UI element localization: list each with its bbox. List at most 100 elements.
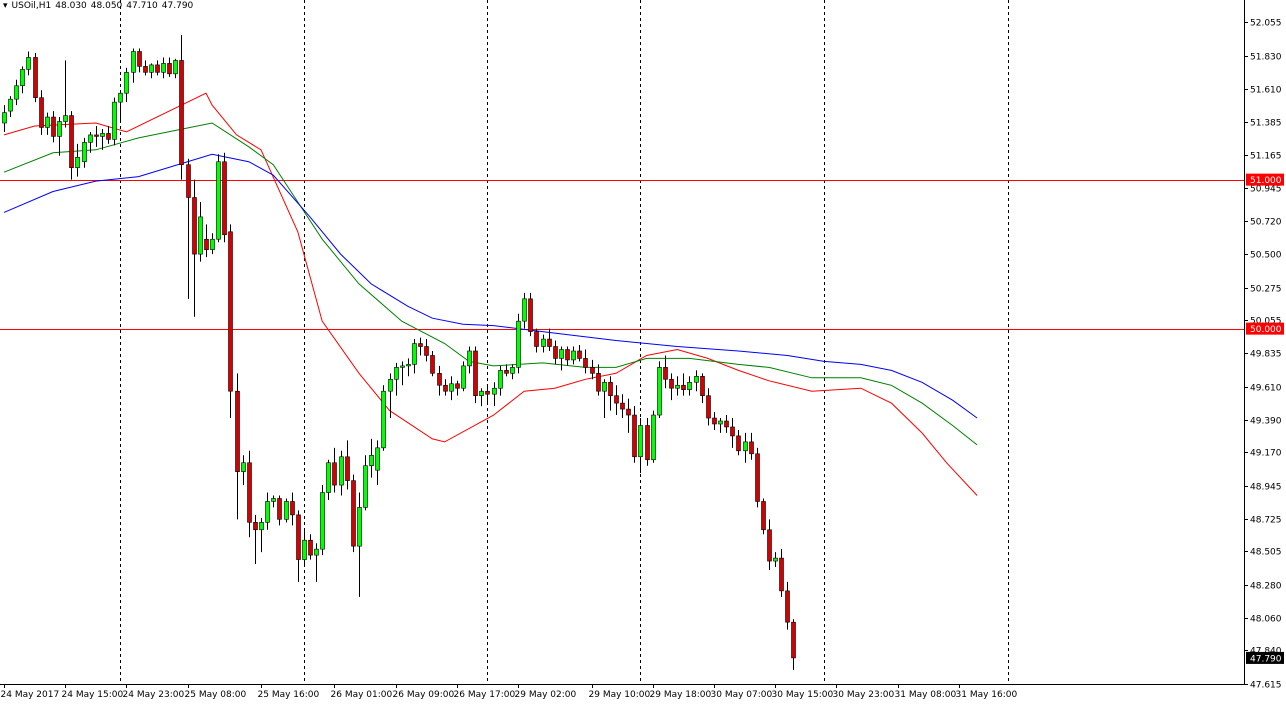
x-tick-label: 30 May 15:00 [772,690,834,700]
bear-candle [626,408,631,416]
bull-candle [541,338,546,347]
x-tick-label: 26 May 01:00 [331,690,393,700]
bull-candle [743,441,748,452]
low-value: 47.710 [126,1,158,11]
bear-candle [577,350,582,359]
y-tick-label: 48.725 [1250,516,1282,526]
bull-candle [687,381,692,391]
y-tick-label: 50.945 [1250,185,1282,195]
x-tick-label: 25 May 08:00 [185,690,247,700]
bull-candle [131,51,136,73]
bull-candle [449,383,454,392]
bear-candle [351,480,356,547]
bear-candle [553,346,558,359]
moving-average-line [3,153,978,419]
chart-header: ▾ USOil,H1 48.030 48.050 47.710 47.790 [3,1,197,11]
bull-candle [638,425,643,458]
y-tick-label: 49.835 [1250,350,1282,360]
bull-candle [510,367,515,374]
bull-candle [161,63,166,73]
bull-candle [198,216,203,255]
bull-candle [210,238,215,250]
bull-candle [369,454,374,467]
x-tick-label: 29 May 02:00 [515,690,577,700]
bull-candle [284,501,289,520]
bear-candle [761,501,766,531]
bear-candle [345,456,350,481]
bull-candle [375,447,380,471]
candles [2,35,796,670]
bear-candle [779,557,784,592]
bull-candle [657,367,662,416]
bull-candle [57,121,62,137]
bull-candle [241,462,246,472]
bull-candle [216,161,221,240]
x-tick-label: 30 May 07:00 [711,690,773,700]
bear-candle [669,378,674,389]
y-tick-label: 50.720 [1250,218,1282,228]
x-tick-label: 24 May 2017 [1,690,60,700]
bull-candle [271,498,276,502]
bull-candle [26,57,31,70]
x-tick-label: 24 May 15:00 [62,690,124,700]
bear-candle [424,346,429,356]
bear-candle [712,417,717,425]
y-tick-label: 51.830 [1250,53,1282,63]
bear-candle [106,133,111,140]
bear-candle [39,97,44,128]
bull-candle [63,115,68,122]
y-tick-label: 51.385 [1250,119,1282,129]
bear-candle [228,231,233,392]
bear-candle [767,529,772,562]
bear-candle [724,420,729,428]
bull-candle [406,364,411,367]
current-price-tag-label: 47.790 [1250,654,1282,664]
bull-candle [357,507,362,547]
bull-candle [2,112,7,124]
bear-candle [94,134,99,137]
current-price-tag [1246,651,1284,664]
bear-candle [253,522,258,531]
bear-candle [143,66,148,73]
bear-candle [443,384,448,392]
bear-candle [430,355,435,374]
level-price-tag-label: 50.000 [1250,325,1282,335]
bull-candle [467,350,472,367]
bear-candle [247,462,252,523]
bear-candle [332,462,337,486]
bull-candle [694,376,699,383]
x-tick-label: 30 May 23:00 [833,690,895,700]
moving-average-line [3,122,978,446]
collapse-arrow-icon[interactable]: ▾ [3,1,8,11]
bull-candle [498,370,503,389]
bull-candle [602,381,607,392]
bear-candle [590,367,595,374]
bull-candle [173,60,178,75]
x-axis-ticks: 24 May 2017 24 May 15:00 24 May 23:00 25 Ma… [1,684,1017,700]
bear-candle [290,501,295,516]
y-tick-label: 49.390 [1250,417,1282,427]
bull-candle [461,365,466,389]
y-tick-label: 50.500 [1250,251,1282,261]
level-price-tag [1246,173,1284,186]
bull-candle [339,456,344,486]
level-price-tag-label: 51.000 [1250,176,1282,186]
bull-candle [651,414,656,461]
bull-candle [149,64,154,73]
bull-candle [8,98,13,112]
level-price-tag [1246,322,1284,335]
bear-candle [632,414,637,458]
y-tick-label: 48.505 [1250,548,1282,558]
y-tick-label: 50.055 [1250,317,1282,327]
bear-candle [596,373,601,392]
bull-candle [718,420,723,425]
y-tick-label: 48.945 [1250,483,1282,493]
y-tick-label: 50.275 [1250,285,1282,295]
close-value: 47.790 [161,1,194,11]
open-value: 48.030 [55,1,87,11]
bear-candle [204,238,209,250]
bear-candle [791,621,796,659]
bear-candle [155,64,160,73]
